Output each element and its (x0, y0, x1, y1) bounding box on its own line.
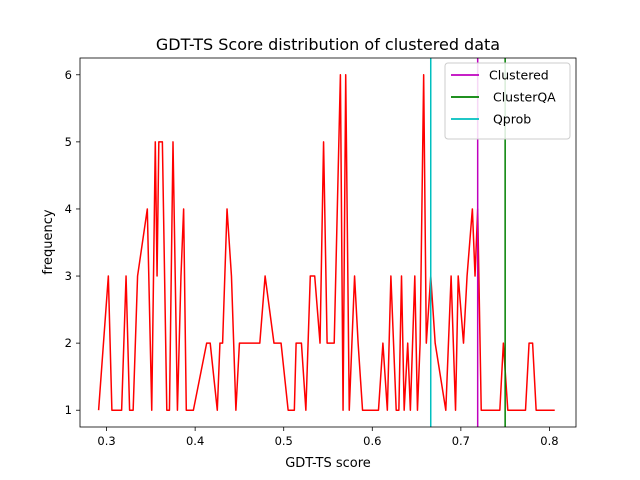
y-tick-label: 3 (65, 269, 72, 283)
legend-box (444, 62, 571, 140)
x-tick-label: 0.6 (363, 434, 381, 448)
chart-title: GDT-TS Score distribution of clustered d… (156, 35, 500, 54)
legend-label: Qprob (489, 112, 531, 127)
legend-label: ClusterQA (489, 90, 556, 105)
y-tick-label: 1 (65, 403, 72, 417)
y-tick-label: 4 (65, 202, 72, 216)
x-tick-label: 0.5 (275, 434, 293, 448)
axes: 0.3 0.4 0.5 0.6 0.7 0.8 1 2 3 4 5 6 (65, 57, 577, 448)
x-tick-label: 0.4 (186, 434, 204, 448)
legend-label: Clustered (489, 68, 549, 83)
legend: Clustered ClusterQA Qprob (444, 62, 571, 140)
x-axis-label: GDT-TS score (285, 456, 371, 471)
x-tick-label: 0.7 (452, 434, 470, 448)
y-tick-label: 5 (65, 135, 72, 149)
x-tick-label: 0.3 (97, 434, 115, 448)
series-line-0 (97, 74, 555, 411)
axes-frame (79, 57, 577, 428)
y-axis-label: frequency (41, 209, 56, 275)
y-tick-label: 2 (65, 336, 72, 350)
x-tick-label: 0.8 (540, 434, 558, 448)
y-tick-label: 6 (65, 68, 72, 82)
